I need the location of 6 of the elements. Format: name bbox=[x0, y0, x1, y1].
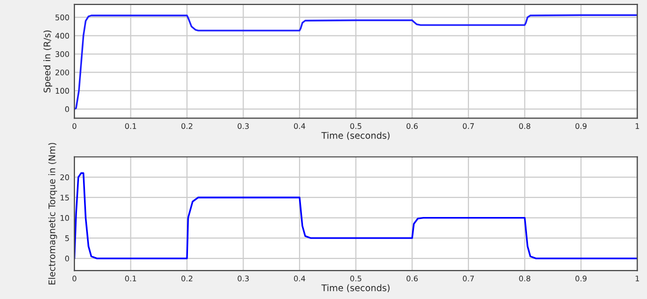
x-axis-title: Time (seconds) bbox=[321, 132, 390, 140]
x-axis-title: Time (seconds) bbox=[321, 284, 390, 292]
line-series bbox=[74, 14, 638, 110]
line-series bbox=[74, 172, 638, 260]
y-axis-title: Speed in (R/s) bbox=[43, 30, 52, 92]
y-axis-title: Electromagnetic Torque in (Nm) bbox=[48, 142, 58, 284]
